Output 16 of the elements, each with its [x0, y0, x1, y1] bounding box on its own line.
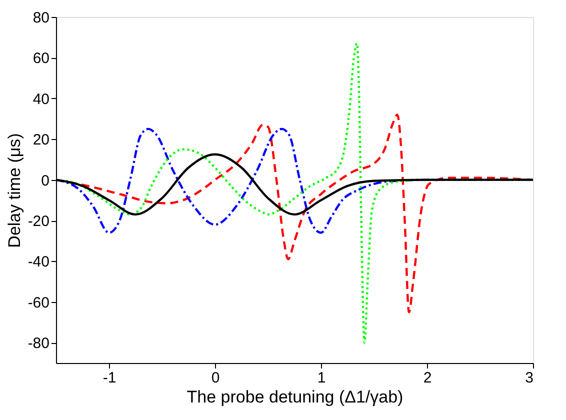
y-axis-title: Delay time (μs) — [4, 133, 24, 248]
x-tick-label: 2 — [423, 370, 432, 386]
y-tick-label: -80 — [28, 335, 50, 352]
x-tick-label: 3 — [525, 370, 534, 386]
y-tick-label: 60 — [32, 50, 50, 68]
y-tick-label: 0 — [41, 172, 50, 190]
y-tick-label: 40 — [32, 90, 50, 108]
x-tick-label: 0 — [211, 370, 220, 386]
y-tick-label: 80 — [32, 10, 50, 26]
x-tick-label: 1 — [317, 370, 326, 386]
y-tick-label: -20 — [28, 213, 50, 230]
x-tick-label: -1 — [102, 370, 116, 386]
x-axis-title: The probe detuning (Δ1/γab) — [186, 388, 404, 406]
y-tick-label: 20 — [32, 132, 50, 149]
y-tick-label: -60 — [28, 294, 50, 312]
y-tick-label: -40 — [28, 254, 50, 271]
